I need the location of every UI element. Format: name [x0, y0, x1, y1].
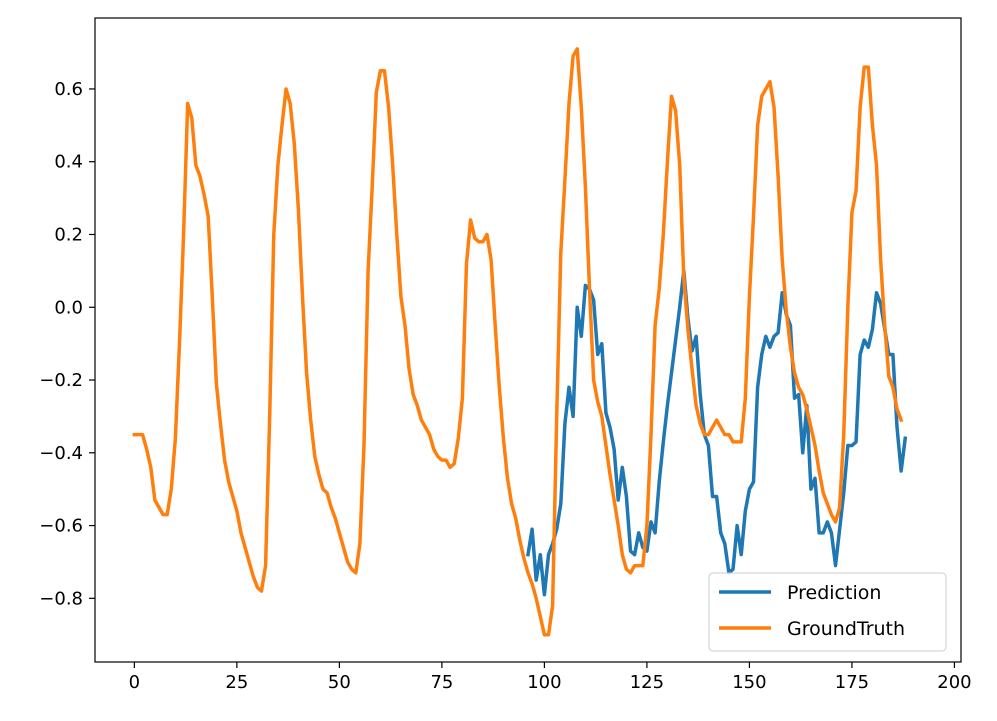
series-line-groundtruth [132, 47, 904, 637]
x-axis: 0 25 50 75 100 125 150 175 200 [129, 662, 972, 693]
series-layer [132, 47, 908, 637]
y-tick-label: −0.6 [39, 516, 83, 537]
y-tick-label: −0.4 [39, 443, 83, 464]
x-tick-label: 125 [630, 672, 664, 693]
legend: Prediction GroundTruth [708, 572, 947, 652]
x-tick-label: 25 [225, 672, 248, 693]
plot-frame [94, 17, 962, 663]
y-tick-label: −0.2 [39, 370, 83, 391]
y-tick-label: 0.2 [54, 224, 83, 245]
x-tick-label: 150 [732, 672, 766, 693]
legend-label-groundtruth: GroundTruth [787, 618, 905, 640]
y-tick-label: −0.8 [39, 588, 83, 609]
x-tick-label: 100 [527, 672, 561, 693]
x-tick-label: 200 [937, 672, 971, 693]
y-tick-label: 0.0 [54, 297, 83, 318]
x-tick-label: 175 [835, 672, 869, 693]
x-tick-label: 75 [430, 672, 453, 693]
y-tick-label: 0.4 [54, 152, 83, 173]
y-axis: 0.6 0.4 0.2 0.0 −0.2 −0.4 −0.6 −0.8 [39, 79, 95, 609]
legend-label-prediction: Prediction [787, 582, 881, 604]
x-tick-label: 0 [129, 672, 140, 693]
x-tick-label: 50 [328, 672, 351, 693]
y-tick-label: 0.6 [54, 79, 83, 100]
